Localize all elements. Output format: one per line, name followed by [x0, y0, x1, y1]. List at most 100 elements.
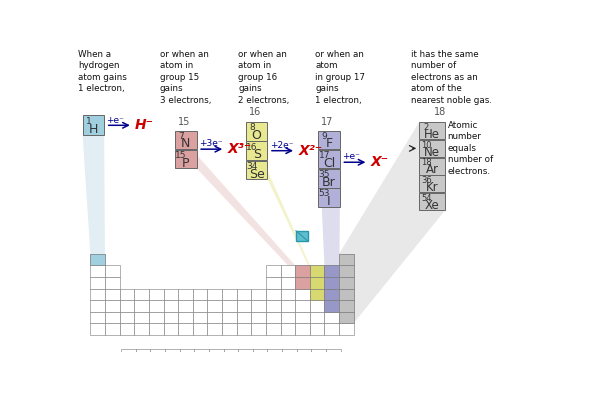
- Bar: [119, 289, 134, 300]
- Bar: [193, 300, 208, 312]
- Bar: [91, 323, 105, 335]
- Text: Xe: Xe: [425, 199, 440, 212]
- Bar: [266, 289, 281, 300]
- Bar: [318, 131, 340, 149]
- Bar: [281, 300, 295, 312]
- Bar: [310, 312, 325, 323]
- Bar: [282, 349, 297, 361]
- Text: Ne: Ne: [424, 146, 440, 159]
- Bar: [119, 312, 134, 323]
- Bar: [105, 289, 119, 300]
- Bar: [295, 289, 310, 300]
- Bar: [246, 141, 268, 160]
- Bar: [208, 289, 222, 300]
- Bar: [105, 300, 119, 312]
- Bar: [266, 277, 281, 289]
- Bar: [310, 289, 325, 300]
- Bar: [253, 361, 268, 373]
- Bar: [339, 289, 354, 300]
- Bar: [266, 300, 281, 312]
- Bar: [325, 312, 339, 323]
- Bar: [224, 361, 238, 373]
- Bar: [136, 361, 151, 373]
- Bar: [178, 300, 193, 312]
- Text: 36: 36: [421, 176, 432, 185]
- Text: 15: 15: [178, 116, 190, 126]
- Bar: [310, 277, 325, 289]
- Text: Kr: Kr: [426, 181, 439, 194]
- Bar: [325, 265, 339, 277]
- Text: 1: 1: [86, 117, 92, 126]
- Bar: [119, 300, 134, 312]
- Bar: [339, 289, 354, 300]
- Bar: [119, 323, 134, 335]
- Bar: [134, 323, 149, 335]
- Bar: [281, 265, 295, 277]
- Bar: [297, 349, 311, 361]
- Bar: [164, 323, 178, 335]
- Text: or when an
atom in
group 16
gains
2 electrons,: or when an atom in group 16 gains 2 elec…: [238, 50, 289, 105]
- Bar: [295, 323, 310, 335]
- Text: 15: 15: [175, 151, 187, 160]
- Bar: [236, 312, 251, 323]
- Bar: [339, 265, 354, 277]
- Bar: [295, 277, 310, 289]
- Bar: [136, 349, 151, 361]
- Bar: [268, 361, 282, 373]
- Text: S: S: [253, 148, 260, 161]
- Bar: [222, 289, 236, 300]
- Text: 9: 9: [322, 132, 327, 141]
- Bar: [134, 289, 149, 300]
- Text: 16: 16: [246, 143, 257, 152]
- Bar: [325, 289, 339, 300]
- Bar: [310, 265, 325, 277]
- Bar: [281, 312, 295, 323]
- Bar: [236, 323, 251, 335]
- Polygon shape: [83, 135, 105, 265]
- Bar: [165, 349, 179, 361]
- Text: +e⁻: +e⁻: [107, 116, 124, 124]
- Text: 10: 10: [421, 141, 432, 150]
- Text: Se: Se: [249, 168, 265, 181]
- Polygon shape: [318, 131, 340, 312]
- Text: 2: 2: [424, 123, 429, 132]
- Bar: [224, 349, 238, 361]
- Bar: [419, 193, 445, 210]
- Bar: [339, 300, 354, 312]
- Text: Ar: Ar: [426, 163, 439, 176]
- Bar: [194, 361, 209, 373]
- Bar: [208, 323, 222, 335]
- Bar: [91, 289, 105, 300]
- Text: +2e⁻: +2e⁻: [270, 141, 293, 150]
- Text: 53: 53: [319, 189, 330, 198]
- Bar: [266, 323, 281, 335]
- Text: He: He: [424, 128, 440, 141]
- Bar: [149, 289, 164, 300]
- Text: Cl: Cl: [323, 157, 335, 170]
- Bar: [325, 289, 339, 300]
- Bar: [325, 277, 339, 289]
- Bar: [310, 265, 325, 277]
- Text: N: N: [181, 137, 191, 150]
- Bar: [310, 300, 325, 312]
- Bar: [339, 254, 354, 265]
- Bar: [325, 265, 339, 277]
- Bar: [164, 312, 178, 323]
- Bar: [121, 361, 136, 373]
- Bar: [339, 312, 354, 323]
- Bar: [339, 300, 354, 312]
- Bar: [151, 349, 165, 361]
- Bar: [165, 361, 179, 373]
- Bar: [164, 300, 178, 312]
- Bar: [105, 312, 119, 323]
- Bar: [246, 161, 268, 179]
- Bar: [251, 289, 266, 300]
- Bar: [325, 300, 339, 312]
- Bar: [310, 323, 325, 335]
- Bar: [281, 289, 295, 300]
- Bar: [91, 312, 105, 323]
- Bar: [105, 277, 119, 289]
- Bar: [339, 323, 354, 335]
- Bar: [295, 312, 310, 323]
- Text: 8: 8: [249, 123, 255, 132]
